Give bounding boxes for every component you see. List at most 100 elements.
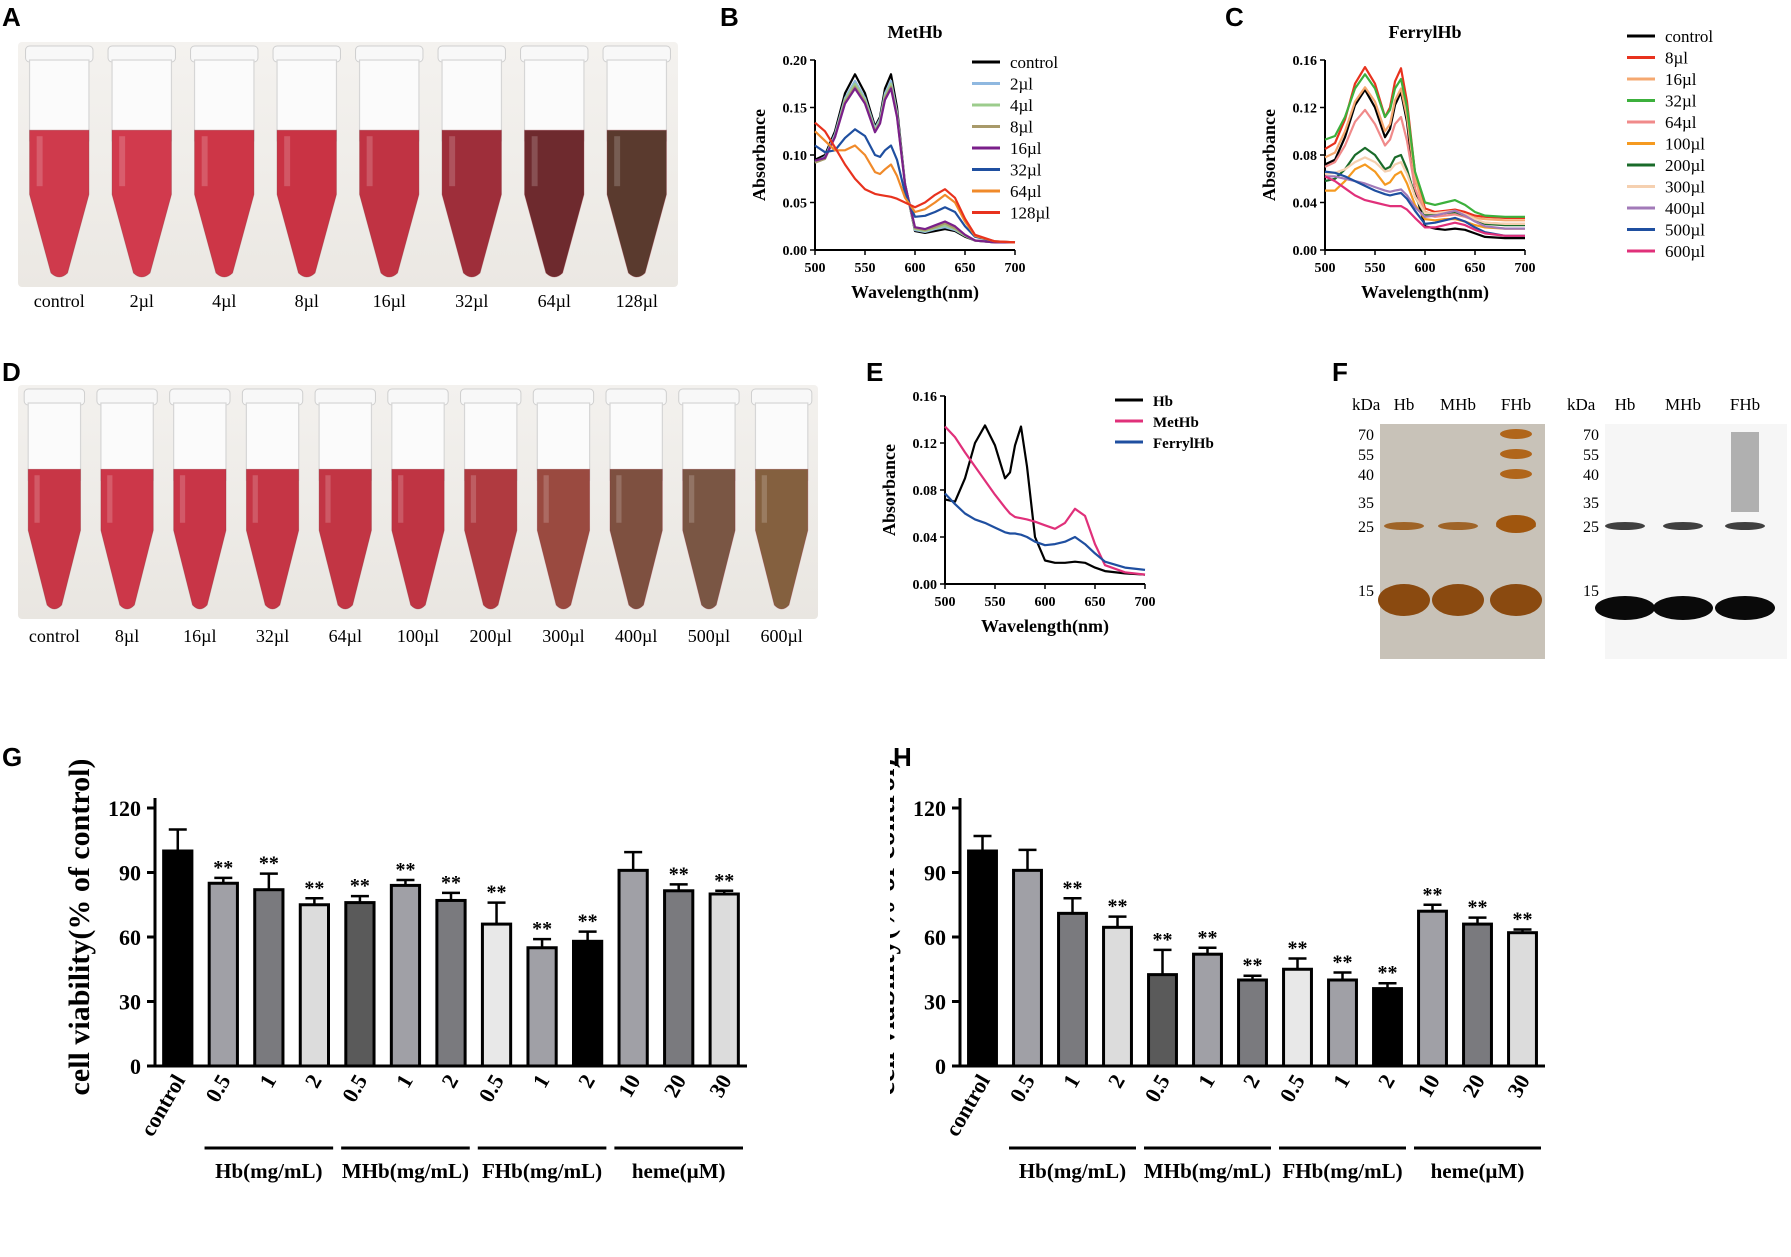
series-line-1 (944, 425, 1146, 576)
legend-label-6: 200µl (1665, 156, 1705, 175)
tube-liquid-0 (29, 129, 90, 278)
kda-label: kDa (1567, 395, 1596, 414)
tube-liquid-1 (111, 129, 172, 278)
marker-label: 15 (1583, 583, 1599, 600)
legend-label-5: 32µl (1010, 161, 1042, 180)
y-tick-label: 0.15 (783, 102, 808, 117)
tube-body-4 (318, 402, 373, 481)
tube-label: control (29, 626, 80, 646)
category-label-2: 1 (254, 1070, 281, 1092)
series-line-5 (1325, 163, 1525, 230)
x-tick-label: 500 (935, 595, 956, 610)
tube-label: 8µl (295, 291, 319, 311)
tube-highlight-1 (119, 136, 126, 187)
y-tick-label: 0.04 (1293, 197, 1318, 212)
bar-6 (1237, 978, 1268, 1068)
category-label-10: 10 (613, 1070, 646, 1102)
significance-mark-9: ** (578, 911, 598, 933)
tube-label: 300µl (542, 626, 584, 646)
tube-label: 64µl (329, 626, 362, 646)
y-tick-label: 60 (924, 925, 946, 950)
bar-10 (617, 868, 649, 1068)
tube-labels-d: control 8µl 16µl 32µl 64µl 100µl 200µl 300µl 400… (29, 626, 803, 646)
y-axis-label: cell viability(% of control) (890, 760, 901, 1095)
tube-body-6 (463, 402, 518, 481)
tube-highlight-1 (107, 475, 113, 523)
y-tick-label: 30 (119, 990, 141, 1015)
bar-4 (1147, 973, 1178, 1068)
band-15kda-2 (1715, 596, 1775, 620)
category-label-11: 20 (658, 1070, 691, 1102)
tube-liquid-10 (755, 468, 809, 610)
series-line-0 (944, 424, 1146, 576)
tube-body-2 (193, 59, 255, 142)
category-label-10: 10 (1412, 1070, 1445, 1102)
series-line-9 (1324, 170, 1525, 237)
tube-label: 8µl (115, 626, 139, 646)
y-tick-label: 0.05 (783, 197, 808, 212)
group-label-1: MHb(mg/mL) (1144, 1159, 1271, 1183)
bar-4 (344, 901, 376, 1068)
significance-mark-8: ** (532, 918, 552, 940)
tube-label: 600µl (760, 626, 802, 646)
y-tick-label: 0.12 (913, 437, 938, 452)
y-tick-label: 0.16 (1293, 54, 1318, 69)
tube-highlight-2 (201, 136, 208, 187)
tube-highlight-8 (616, 475, 622, 523)
band-25kda-0 (1605, 522, 1645, 530)
lane-label: MHb (1440, 395, 1476, 414)
significance-mark-11: ** (669, 863, 689, 885)
lane-label: Hb (1615, 395, 1636, 414)
significance-mark-7: ** (487, 882, 507, 904)
kda-label: kDa (1352, 395, 1381, 414)
significance-mark-5: ** (1198, 927, 1218, 949)
tube-highlight-0 (36, 136, 43, 187)
marker-label: 25 (1358, 519, 1374, 536)
tube-body-9 (682, 402, 736, 481)
legend-label-1: 8µl (1665, 49, 1688, 68)
y-tick-label: 0.00 (783, 244, 808, 259)
y-tick-label: 0.10 (783, 149, 808, 164)
tube-body-6 (523, 59, 585, 142)
band-15kda-0 (1378, 584, 1430, 616)
tube-liquid-4 (359, 129, 420, 278)
tube-body-2 (173, 402, 227, 481)
tube-body-3 (276, 59, 338, 142)
bar-3 (298, 903, 331, 1068)
panel-letter-a: A (2, 2, 21, 32)
bar-6 (435, 898, 467, 1068)
tube-body-0 (27, 402, 82, 481)
category-label-1: 0.5 (200, 1070, 235, 1106)
tube-liquid-7 (536, 468, 591, 610)
tube-highlight-5 (449, 136, 456, 187)
tube-body-1 (111, 59, 173, 142)
panel-letter-c: C (1225, 2, 1244, 32)
tube-liquid-5 (441, 129, 502, 278)
significance-mark-4: ** (1153, 929, 1173, 951)
marker-label: 35 (1358, 495, 1374, 512)
fhb-main-band (1496, 515, 1536, 533)
tube-highlight-6 (470, 475, 477, 523)
tube-label: 4µl (212, 291, 236, 311)
y-axis-label: Absorbance (749, 109, 769, 201)
panel-letter-g: G (2, 742, 23, 772)
category-label-7: 0.5 (473, 1070, 508, 1106)
tube-highlight-7 (614, 136, 621, 187)
significance-mark-5: ** (395, 859, 415, 881)
band-15kda-0 (1595, 596, 1655, 620)
y-tick-label: 120 (108, 796, 141, 821)
bar-1 (1012, 868, 1043, 1068)
significance-mark-6: ** (441, 872, 461, 894)
tube-label: 200µl (470, 626, 512, 646)
gel-background (1380, 424, 1545, 659)
marker-label: 40 (1583, 467, 1599, 484)
x-axis-label: Wavelength(nm) (1361, 282, 1489, 303)
series-line-7 (1324, 156, 1525, 225)
bar-2 (253, 888, 285, 1068)
bar-5 (1192, 952, 1223, 1068)
y-tick-label: 90 (119, 861, 141, 886)
series-line-7 (814, 121, 1016, 244)
tube-body-1 (100, 402, 154, 481)
category-label-12: 30 (1502, 1070, 1535, 1102)
